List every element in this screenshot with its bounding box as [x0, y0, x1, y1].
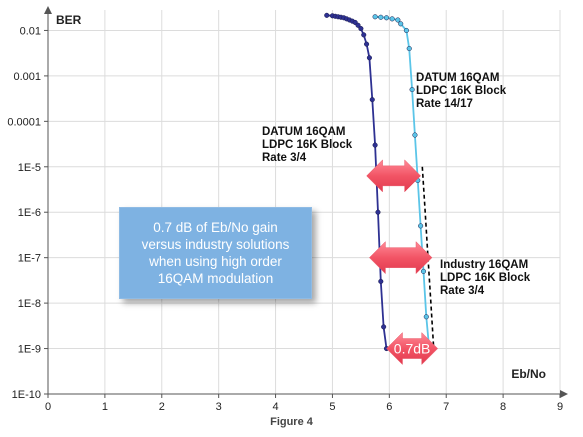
series-label-2-line-3: Rate 14/17 — [416, 98, 473, 110]
x-tick-label: 0 — [45, 401, 51, 413]
series-label-1-line-3: Rate 3/4 — [262, 152, 307, 164]
series-2-point — [409, 87, 415, 93]
series-label-3-line-2: LDPC 16K Block — [440, 272, 531, 284]
series-1-point — [358, 26, 364, 32]
x-tick-label: 3 — [216, 401, 222, 413]
series-1-point — [324, 12, 330, 18]
y-axis-arrowhead — [44, 6, 52, 14]
callout-line-3: when using high order — [149, 254, 282, 269]
y-tick-label: 1E-7 — [18, 253, 41, 265]
gap-arrow-2 — [369, 241, 433, 275]
x-tick-label: 4 — [272, 401, 278, 413]
series-1-point — [364, 41, 370, 47]
y-tick-label: 1E-6 — [18, 207, 41, 219]
series-2-point — [423, 314, 429, 320]
series-1-point — [381, 324, 387, 330]
x-tick-label: 1 — [102, 401, 108, 413]
series-2-point — [420, 268, 427, 274]
series-1-point — [366, 55, 372, 61]
series-1-point — [375, 209, 381, 215]
series-1-point — [369, 97, 375, 103]
series-2-point — [403, 27, 409, 33]
callout-line-2: versus industry solutions — [141, 237, 290, 252]
gap-arrow-label: 0.7dB — [394, 341, 431, 357]
series-2-point — [398, 21, 404, 27]
x-tick-label: 6 — [386, 401, 392, 413]
plot-area — [48, 10, 560, 394]
series-label-2-line-2: LDPC 16K Block — [416, 85, 507, 97]
series-label-1-line-2: LDPC 16K Block — [262, 139, 353, 151]
series-label-3-line-3: Rate 3/4 — [440, 285, 485, 297]
y-tick-label: 0.001 — [13, 71, 41, 83]
series-1-point — [355, 22, 361, 28]
series-2-point — [412, 132, 418, 138]
gap-arrow-1 — [366, 159, 421, 193]
x-tick-label: 7 — [443, 401, 449, 413]
x-tick-label: 8 — [500, 401, 506, 413]
series-label-2-line-1: DATUM 16QAM — [416, 72, 499, 84]
y-tick-label: 1E-9 — [18, 344, 41, 356]
callout-line-1: 0.7 dB of Eb/No gain — [153, 220, 278, 235]
figure-caption: Figure 4 — [270, 416, 313, 428]
y-tick-label: 1E-10 — [12, 389, 41, 401]
series-2-point — [389, 16, 395, 22]
x-tick-label: 9 — [557, 401, 563, 413]
series-2-point — [378, 14, 384, 20]
series-label-3-line-1: Industry 16QAM — [440, 259, 528, 271]
series-2-point — [383, 15, 390, 21]
y-tick-label: 1E-5 — [18, 162, 41, 174]
y-axis-title: BER — [56, 13, 82, 27]
series-1-point — [378, 278, 384, 284]
x-axis-arrowhead — [560, 390, 568, 398]
callout-line-4: 16QAM modulation — [157, 271, 274, 286]
series-1-point — [372, 142, 378, 148]
series-2-point — [372, 14, 378, 20]
x-tick-label: 2 — [159, 401, 165, 413]
gain-callout-box: 0.7 dB of Eb/No gain versus industry sol… — [119, 207, 312, 299]
series-1-point — [361, 32, 367, 38]
series-2-point — [418, 223, 424, 229]
x-axis-title: Eb/No — [511, 367, 546, 381]
series-label-1-line-1: DATUM 16QAM — [262, 126, 345, 138]
series-2-point — [406, 45, 412, 52]
y-tick-label: 0.0001 — [7, 116, 41, 128]
x-tick-label: 5 — [329, 401, 335, 413]
y-tick-label: 1E-8 — [18, 298, 41, 310]
series-2-point — [395, 17, 401, 23]
gap-arrow-3 — [386, 331, 439, 366]
y-tick-label: 0.01 — [20, 25, 41, 37]
